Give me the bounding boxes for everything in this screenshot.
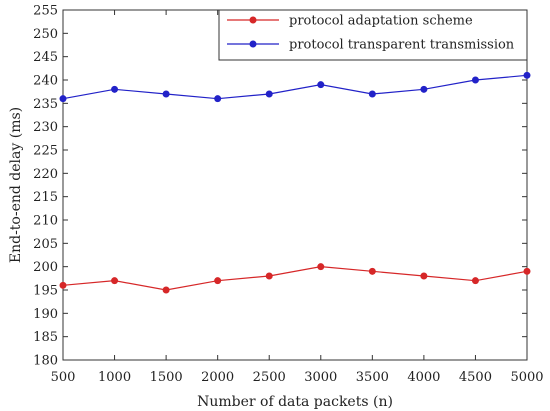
legend-marker-series-1 xyxy=(249,16,257,24)
data-point xyxy=(59,95,67,103)
x-tick-label: 3000 xyxy=(304,370,337,385)
y-tick-label: 205 xyxy=(33,237,58,252)
legend-marker-series-2 xyxy=(249,40,257,48)
x-axis-label: Number of data packets (n) xyxy=(197,394,393,410)
data-point xyxy=(265,272,273,280)
data-point xyxy=(265,90,273,98)
y-tick-label: 200 xyxy=(33,260,58,275)
y-tick-label: 245 xyxy=(33,50,58,65)
y-tick-label: 250 xyxy=(33,27,58,42)
y-tick-label: 190 xyxy=(33,307,58,322)
axis-ticks: 500 1000 1500 2000 2500 3000 3500 4000 4500 5000 1… xyxy=(33,4,543,386)
x-tick-label: 5000 xyxy=(510,370,543,385)
data-point xyxy=(471,76,479,84)
y-tick-label: 215 xyxy=(33,190,58,205)
data-point xyxy=(317,263,325,271)
data-point xyxy=(523,71,531,79)
y-tick-label: 220 xyxy=(33,167,58,182)
x-tick-label: 1000 xyxy=(98,370,131,385)
series-1 xyxy=(59,263,531,294)
legend: protocol adaptation scheme protocol tran… xyxy=(218,9,528,61)
series-layer xyxy=(59,71,531,294)
data-point xyxy=(214,277,222,285)
data-point xyxy=(368,267,376,275)
data-point xyxy=(420,272,428,280)
y-tick-label: 255 xyxy=(33,4,58,19)
y-tick-label: 240 xyxy=(33,74,58,89)
data-point xyxy=(317,81,325,89)
data-point xyxy=(523,267,531,275)
x-tick-label: 2500 xyxy=(253,370,286,385)
plot-area xyxy=(62,9,528,361)
x-tick-label: 4000 xyxy=(407,370,440,385)
y-tick-label: 195 xyxy=(33,284,58,299)
legend-box xyxy=(218,9,528,61)
y-tick-label: 210 xyxy=(33,214,58,229)
y-tick-label: 180 xyxy=(33,354,58,369)
data-point xyxy=(214,95,222,103)
y-tick-label: 230 xyxy=(33,120,58,135)
data-point xyxy=(59,281,67,289)
x-tick-label: 1500 xyxy=(150,370,183,385)
y-tick-label: 185 xyxy=(33,330,58,345)
data-point xyxy=(368,90,376,98)
data-point xyxy=(162,286,170,294)
data-point xyxy=(111,85,119,93)
data-point xyxy=(471,277,479,285)
x-tick-label: 500 xyxy=(51,370,76,385)
data-point xyxy=(420,85,428,93)
series-line xyxy=(62,266,528,291)
x-tick-label: 3500 xyxy=(356,370,389,385)
x-tick-label: 2000 xyxy=(201,370,234,385)
legend-label-series-2: protocol transparent transmission xyxy=(289,38,515,53)
plot-frame xyxy=(62,9,528,361)
data-point xyxy=(111,277,119,285)
series-2 xyxy=(59,71,531,103)
y-tick-label: 225 xyxy=(33,144,58,159)
series-line xyxy=(62,74,528,100)
data-point xyxy=(162,90,170,98)
x-tick-label: 4500 xyxy=(459,370,492,385)
legend-label-series-1: protocol adaptation scheme xyxy=(289,14,473,29)
y-tick-label: 235 xyxy=(33,97,58,112)
y-axis-label: End-to-end delay (ms) xyxy=(8,107,24,263)
